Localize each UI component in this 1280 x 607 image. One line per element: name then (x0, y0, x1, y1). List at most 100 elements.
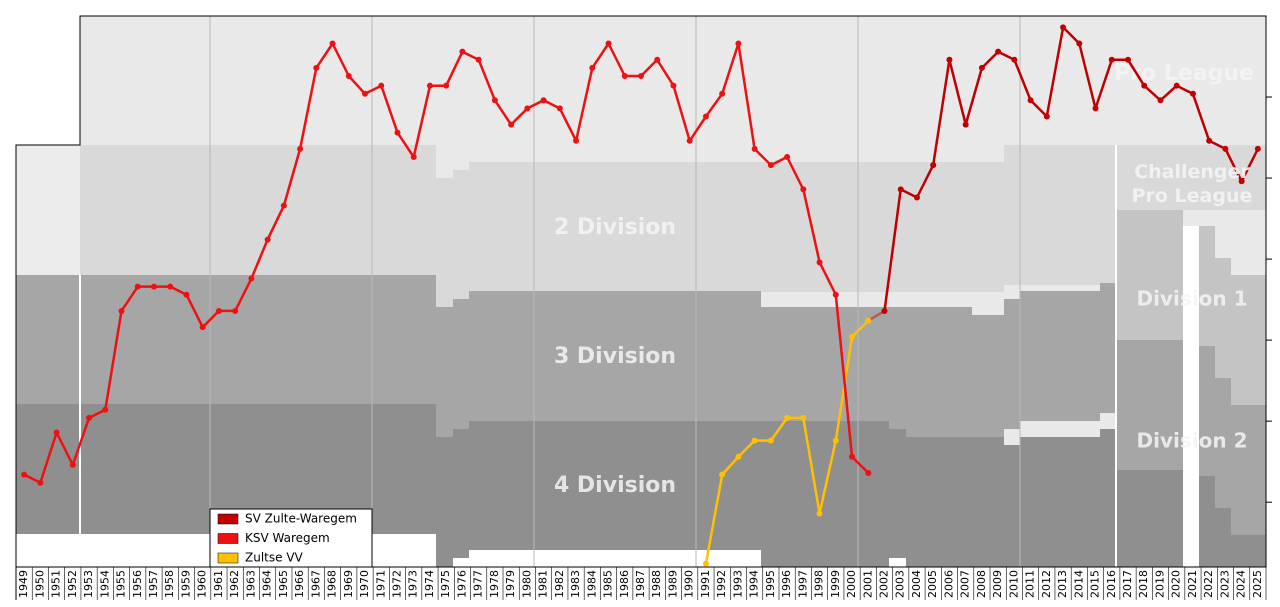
data-point (21, 471, 28, 478)
data-point (573, 137, 580, 144)
x-tick-label: 1968 (326, 570, 339, 598)
legend-label: SV Zulte-Waregem (245, 512, 357, 526)
x-tick-label: 1992 (715, 570, 728, 598)
x-tick-label: 1988 (650, 570, 663, 598)
x-tick-label: 2011 (1024, 570, 1037, 598)
data-point (1011, 56, 1018, 63)
data-point (118, 307, 125, 314)
data-point (199, 324, 206, 331)
data-point (1076, 40, 1083, 47)
x-tick-label: 2014 (1072, 570, 1085, 598)
x-tick-label: 2022 (1202, 570, 1215, 598)
data-point (897, 186, 904, 193)
data-point (946, 56, 953, 63)
background (15, 15, 1267, 600)
x-tick-label: 1982 (553, 570, 566, 598)
series-line (883, 26, 1260, 312)
x-tick-label: 1963 (244, 570, 257, 598)
data-point (784, 414, 791, 421)
data-point (930, 162, 937, 169)
data-point (816, 510, 823, 517)
data-point (962, 121, 969, 128)
merger-connector (867, 309, 886, 322)
data-point (508, 121, 515, 128)
data-point (264, 236, 271, 243)
x-tick-label: 2009 (991, 570, 1004, 598)
x-tick-label: 2007 (959, 570, 972, 598)
data-point (589, 64, 596, 71)
legend-swatch (217, 552, 239, 564)
data-point (102, 406, 109, 413)
data-point (215, 307, 222, 314)
data-point (1222, 145, 1229, 152)
x-tick-label: 2016 (1105, 570, 1118, 598)
x-tick-label: 1981 (537, 570, 550, 598)
x-tick-label: 1973 (407, 570, 420, 598)
data-point (816, 259, 823, 266)
x-tick-label: 1991 (699, 570, 712, 598)
data-point (686, 137, 693, 144)
division-label: 2 Division (554, 215, 676, 240)
data-point (475, 56, 482, 63)
data-point (443, 82, 450, 89)
x-tick-label: 1959 (179, 570, 192, 598)
x-tick-label: 1975 (439, 570, 452, 598)
data-point (767, 162, 774, 169)
x-tick-label: 1984 (585, 570, 598, 598)
legend-swatch (217, 513, 239, 525)
x-tick-label: 1976 (455, 570, 468, 598)
legend: SV Zulte-Waregem KSV Waregem Zultse VV (209, 508, 373, 568)
x-tick-label: 1967 (309, 570, 322, 598)
x-tick-label: 1970 (358, 570, 371, 598)
x-tick-label: 2024 (1235, 570, 1248, 598)
x-tick-label: 2006 (942, 570, 955, 598)
data-point (410, 153, 417, 160)
data-point (913, 194, 920, 201)
data-point (183, 291, 190, 298)
x-tick-label: 1987 (634, 570, 647, 598)
data-point (232, 307, 239, 314)
legend-swatch (217, 533, 239, 544)
data-point (978, 64, 985, 71)
x-tick-label: 1961 (212, 570, 225, 598)
x-tick-label: 2004 (910, 570, 923, 598)
data-point (1108, 56, 1115, 63)
x-tick-label: 1965 (277, 570, 290, 598)
data-point (69, 461, 76, 468)
x-tick-label: 1983 (569, 570, 582, 598)
data-point (37, 479, 44, 486)
x-tick-label: 1974 (423, 570, 436, 598)
division-label: 4 Division (554, 473, 676, 498)
data-point (849, 453, 856, 460)
data-point (751, 145, 758, 152)
data-point (1125, 56, 1132, 63)
x-tick-label: 2019 (1153, 570, 1166, 598)
x-tick-label: 2020 (1170, 570, 1183, 598)
x-tick-label: 1964 (261, 570, 274, 598)
data-point (297, 145, 304, 152)
data-point (995, 48, 1002, 55)
data-point (654, 56, 661, 63)
x-tick-label: 1950 (33, 570, 46, 598)
x-tick-label: 2005 (926, 570, 939, 598)
division-label: Division 2 (1137, 429, 1248, 453)
x-tick-label: 2021 (1186, 570, 1199, 598)
data-point (426, 82, 433, 89)
x-tick-label: 1953 (82, 570, 95, 598)
data-point (849, 333, 856, 340)
x-tick-label: 2017 (1121, 570, 1134, 598)
x-tick-label: 2015 (1089, 570, 1102, 598)
data-point (1238, 178, 1245, 185)
x-tick-label: 1993 (731, 570, 744, 598)
x-tick-label: 1962 (228, 570, 241, 598)
x-tick-label: 1994 (748, 570, 761, 598)
x-tick-label: 1997 (796, 570, 809, 598)
data-point (1060, 24, 1067, 31)
x-tick-label: 1995 (764, 570, 777, 598)
data-point (1141, 82, 1148, 89)
data-point (881, 307, 888, 314)
data-point (524, 105, 531, 112)
data-point (1206, 137, 1213, 144)
